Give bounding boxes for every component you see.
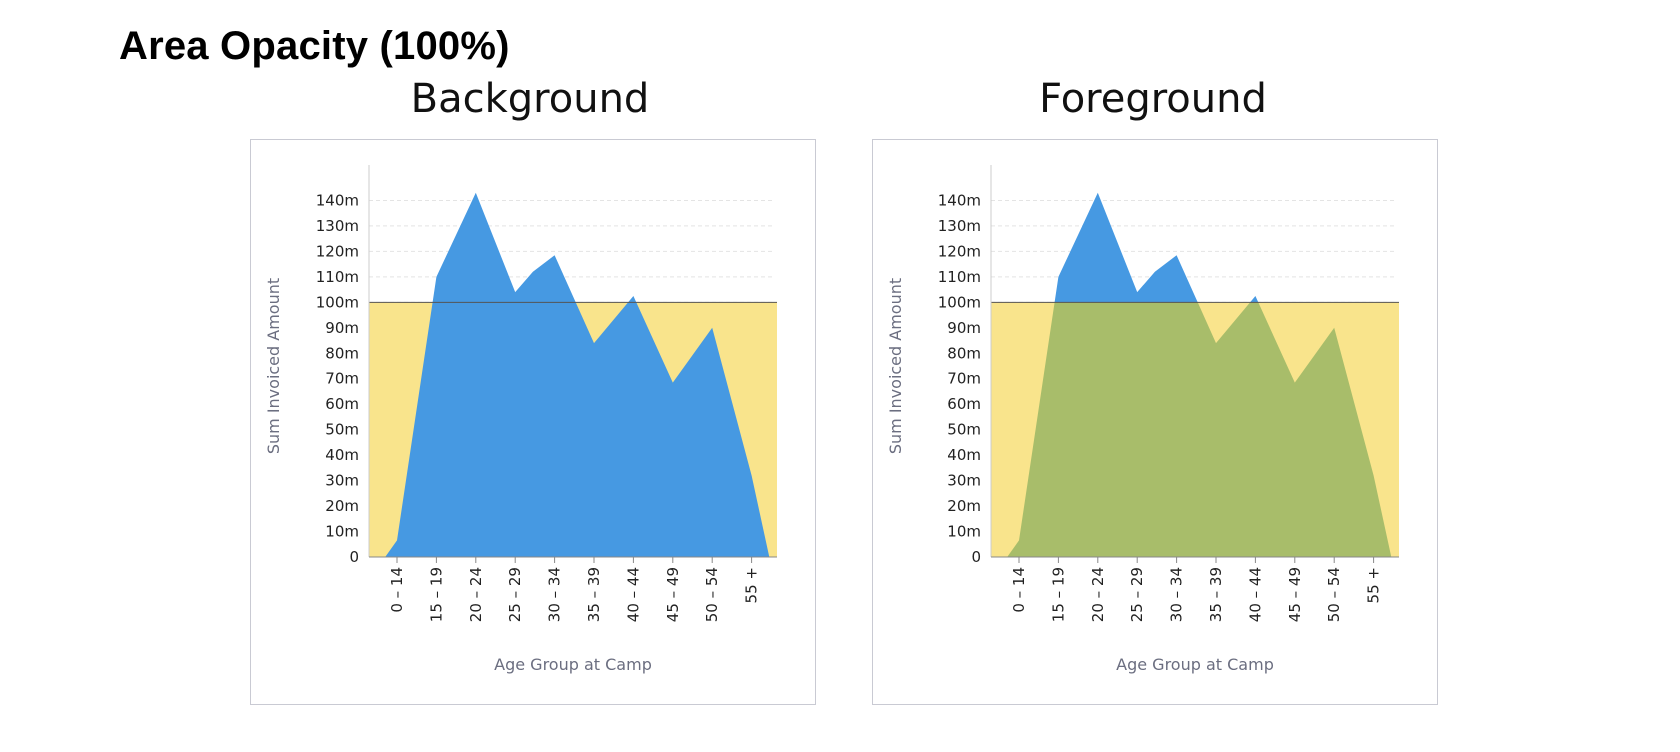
x-tick-label: 15 – 19 xyxy=(1049,567,1067,622)
y-axis-title: Sum Invoiced Amount xyxy=(886,278,905,454)
y-tick-label: 10m xyxy=(325,523,359,541)
y-tick-label: 120m xyxy=(938,242,981,260)
x-tick-label: 40 – 44 xyxy=(1246,567,1264,622)
y-tick-label: 70m xyxy=(325,370,359,388)
x-axis-title: Age Group at Camp xyxy=(494,655,652,674)
x-tick-label: 35 – 39 xyxy=(585,567,603,622)
y-tick-label: 40m xyxy=(947,446,981,464)
x-tick-label: 40 – 44 xyxy=(624,567,642,622)
y-tick-label: 60m xyxy=(947,395,981,413)
x-axis-title: Age Group at Camp xyxy=(1116,655,1274,674)
y-tick-label: 20m xyxy=(325,497,359,515)
y-tick-label: 60m xyxy=(325,395,359,413)
y-tick-label: 40m xyxy=(325,446,359,464)
x-tick-label: 30 – 34 xyxy=(1168,567,1186,622)
y-tick-label: 70m xyxy=(947,370,981,388)
x-tick-label: 45 – 49 xyxy=(664,567,682,622)
y-axis-title: Sum Invoiced Amount xyxy=(264,278,283,454)
y-tick-label: 0 xyxy=(971,548,981,566)
x-tick-label: 20 – 24 xyxy=(1089,567,1107,622)
y-tick-label: 100m xyxy=(938,293,981,311)
y-tick-label: 10m xyxy=(947,523,981,541)
x-tick-label: 0 – 14 xyxy=(1010,567,1028,613)
x-tick-label: 35 – 39 xyxy=(1207,567,1225,622)
y-tick-label: 80m xyxy=(947,344,981,362)
y-tick-label: 20m xyxy=(947,497,981,515)
y-tick-label: 50m xyxy=(325,421,359,439)
x-tick-label: 45 – 49 xyxy=(1286,567,1304,622)
x-tick-label: 30 – 34 xyxy=(546,567,564,622)
chart-title-background: Background xyxy=(410,76,650,122)
chart-panel-background: 0 10m 20m 30m 40m 50m 60m 70m 80m 90m 100m 110m 120m… xyxy=(250,139,816,705)
y-tick-label: 110m xyxy=(316,268,359,286)
area-chart-foreground: 0 10m 20m 30m 40m 50m 60m 70m 80m 90m 100m 110m 120m… xyxy=(886,165,1399,674)
y-tick-label: 140m xyxy=(316,191,359,209)
x-tick-label: 15 – 19 xyxy=(427,567,445,622)
x-tick-label: 20 – 24 xyxy=(467,567,485,622)
area-series xyxy=(385,192,770,558)
y-tick-label: 110m xyxy=(938,268,981,286)
x-tick-label: 55 + xyxy=(743,567,761,603)
y-tick-label: 50m xyxy=(947,421,981,439)
y-tick-label: 130m xyxy=(316,217,359,235)
y-tick-label: 0 xyxy=(349,548,359,566)
y-tick-label: 30m xyxy=(325,472,359,490)
y-tick-label: 90m xyxy=(947,319,981,337)
page-title: Area Opacity (100%) xyxy=(119,24,510,68)
x-tick-label: 55 + xyxy=(1365,567,1383,603)
y-tick-label: 120m xyxy=(316,242,359,260)
area-chart-background: 0 10m 20m 30m 40m 50m 60m 70m 80m 90m 100m 110m 120m… xyxy=(264,165,777,674)
x-tick-label: 50 – 54 xyxy=(1325,567,1343,622)
y-tick-label: 100m xyxy=(316,293,359,311)
x-tick-label: 0 – 14 xyxy=(388,567,406,613)
x-tick-label: 25 – 29 xyxy=(1128,567,1146,622)
y-tick-label: 30m xyxy=(947,472,981,490)
y-tick-label: 130m xyxy=(938,217,981,235)
y-tick-label: 80m xyxy=(325,344,359,362)
y-tick-label: 90m xyxy=(325,319,359,337)
x-tick-label: 25 – 29 xyxy=(506,567,524,622)
y-tick-label: 140m xyxy=(938,191,981,209)
x-tick-label: 50 – 54 xyxy=(703,567,721,622)
chart-panel-foreground: 0 10m 20m 30m 40m 50m 60m 70m 80m 90m 100m 110m 120m… xyxy=(872,139,1438,705)
chart-title-foreground: Foreground xyxy=(1039,76,1267,122)
area-band-overlap xyxy=(1007,302,1392,557)
